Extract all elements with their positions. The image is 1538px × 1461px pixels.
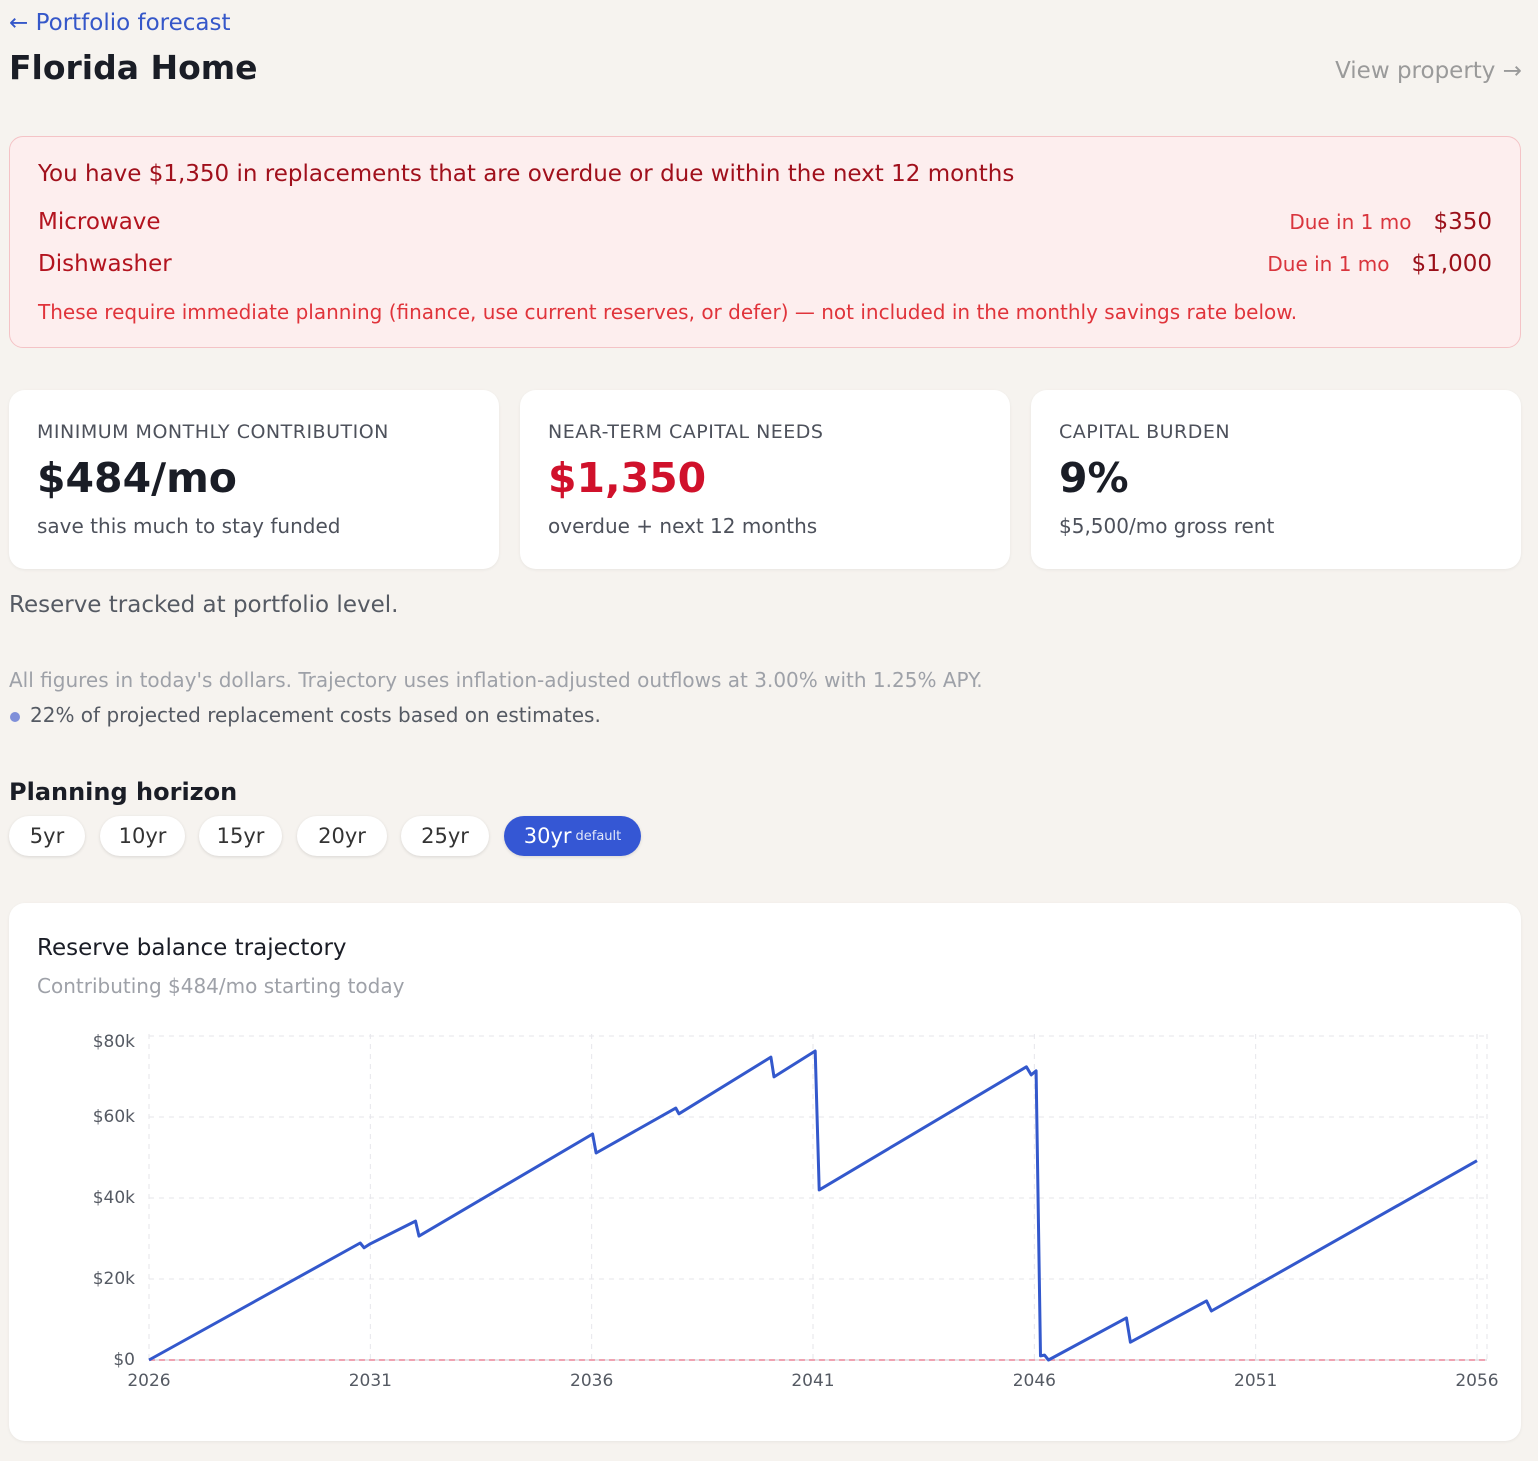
- x-tick-label: 2056: [1455, 1371, 1498, 1391]
- stat-label: NEAR-TERM CAPITAL NEEDS: [548, 421, 824, 443]
- x-tick-label: 2046: [1013, 1371, 1056, 1391]
- chart-subtitle: Contributing $484/mo starting today: [37, 974, 405, 998]
- x-tick-label: 2051: [1234, 1371, 1277, 1391]
- bullet: [10, 712, 20, 722]
- page-title: Florida Home: [9, 48, 258, 87]
- x-tick-label: 2036: [570, 1371, 613, 1391]
- chip-label: 10yr: [118, 824, 167, 848]
- stat-label: CAPITAL BURDEN: [1059, 421, 1231, 443]
- chip-label: 20yr: [318, 824, 366, 848]
- back-link[interactable]: ← Portfolio forecast: [9, 10, 231, 36]
- item-due: Due in 1 mo: [1289, 210, 1412, 234]
- y-tick-label: $20k: [93, 1269, 135, 1289]
- chart: $0 $20k $40k $60k $80k 2026 2031 2036 2041 2046 20…: [93, 1032, 1499, 1391]
- horizon-chip[interactable]: 15yr: [199, 816, 282, 856]
- x-tick-label: 2031: [349, 1371, 392, 1391]
- horizon-chip[interactable]: 30yr default: [504, 816, 641, 856]
- chip-label: 5yr: [29, 824, 65, 848]
- horizon-label: Planning horizon: [9, 778, 238, 806]
- balance-line: [148, 1049, 1478, 1362]
- chart-card: Reserve balance trajectory Contributing …: [9, 903, 1521, 1441]
- alert: You have $1,350 in replacements that are…: [9, 136, 1521, 348]
- item-name: Microwave: [38, 209, 161, 235]
- view-link[interactable]: View property →: [1335, 58, 1522, 84]
- stat-card: NEAR-TERM CAPITAL NEEDS $1,350 overdue + n…: [520, 390, 1010, 569]
- item-name: Dishwasher: [38, 251, 172, 277]
- horizon-chip[interactable]: 10yr: [100, 816, 185, 856]
- item-amount: $1,000: [1411, 251, 1492, 277]
- y-tick-label: $60k: [93, 1107, 135, 1127]
- stat-value: 9%: [1059, 454, 1129, 502]
- alert-item: Dishwasher Due in 1 mo $1,000: [38, 251, 1492, 277]
- chart-title: Reserve balance trajectory: [37, 935, 347, 961]
- stat-sub: save this much to stay funded: [37, 514, 341, 538]
- item-amount: $350: [1433, 209, 1492, 235]
- x-tick-label: 2026: [127, 1371, 170, 1391]
- stat-card: CAPITAL BURDEN 9% $5,500/mo gross rent: [1031, 390, 1521, 569]
- stat-value: $484/mo: [37, 454, 237, 502]
- stat-label: MINIMUM MONTHLY CONTRIBUTION: [37, 421, 389, 443]
- estimate-note: 22% of projected replacement costs based…: [30, 703, 601, 727]
- horizon-chip[interactable]: 5yr: [9, 816, 85, 856]
- assumptions: All figures in today's dollars. Trajecto…: [9, 668, 983, 692]
- stat-value: $1,350: [548, 454, 707, 502]
- chip-label: 25yr: [421, 824, 469, 848]
- horizon-chip[interactable]: 25yr: [401, 816, 489, 856]
- stat-card: MINIMUM MONTHLY CONTRIBUTION $484/mo save …: [9, 390, 499, 569]
- x-tick-label: 2041: [791, 1371, 834, 1391]
- stat-sub: $5,500/mo gross rent: [1059, 514, 1275, 538]
- alert-note: These require immediate planning (financ…: [38, 300, 1298, 324]
- alert-item: Microwave Due in 1 mo $350: [38, 209, 1492, 235]
- item-due: Due in 1 mo: [1267, 252, 1390, 276]
- y-tick-label: $80k: [93, 1032, 135, 1052]
- horizon-chip[interactable]: 20yr: [297, 816, 387, 856]
- stat-sub: overdue + next 12 months: [548, 514, 818, 538]
- y-tick-label: $40k: [93, 1188, 135, 1208]
- chip-label: 30yr: [523, 824, 572, 848]
- default-tag: default: [575, 828, 622, 844]
- chip-label: 15yr: [216, 824, 265, 848]
- alert-title: You have $1,350 in replacements that are…: [38, 161, 1015, 187]
- y-tick-label: $0: [113, 1350, 135, 1370]
- reserve-note: Reserve tracked at portfolio level.: [9, 592, 399, 618]
